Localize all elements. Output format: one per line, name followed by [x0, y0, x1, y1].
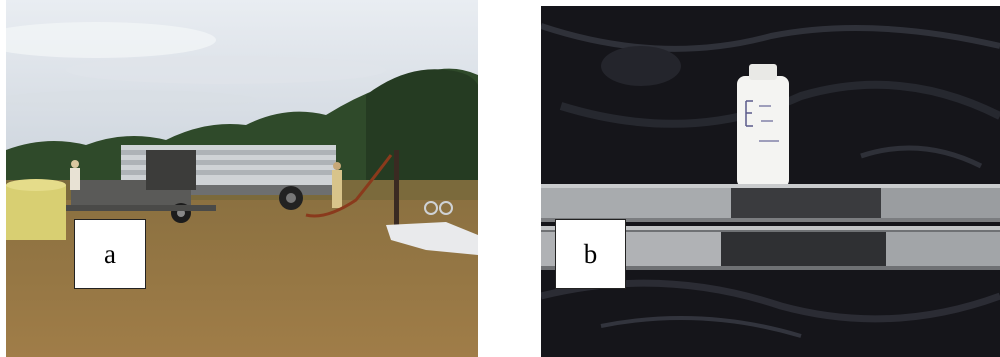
panel-label-b: b	[555, 219, 626, 289]
photo-core-samples	[541, 6, 1000, 357]
photo-b-illustration	[541, 6, 1000, 357]
panel-label-a: a	[74, 219, 146, 289]
photo-drilling-rig	[6, 0, 478, 357]
photo-a-illustration	[6, 0, 478, 357]
